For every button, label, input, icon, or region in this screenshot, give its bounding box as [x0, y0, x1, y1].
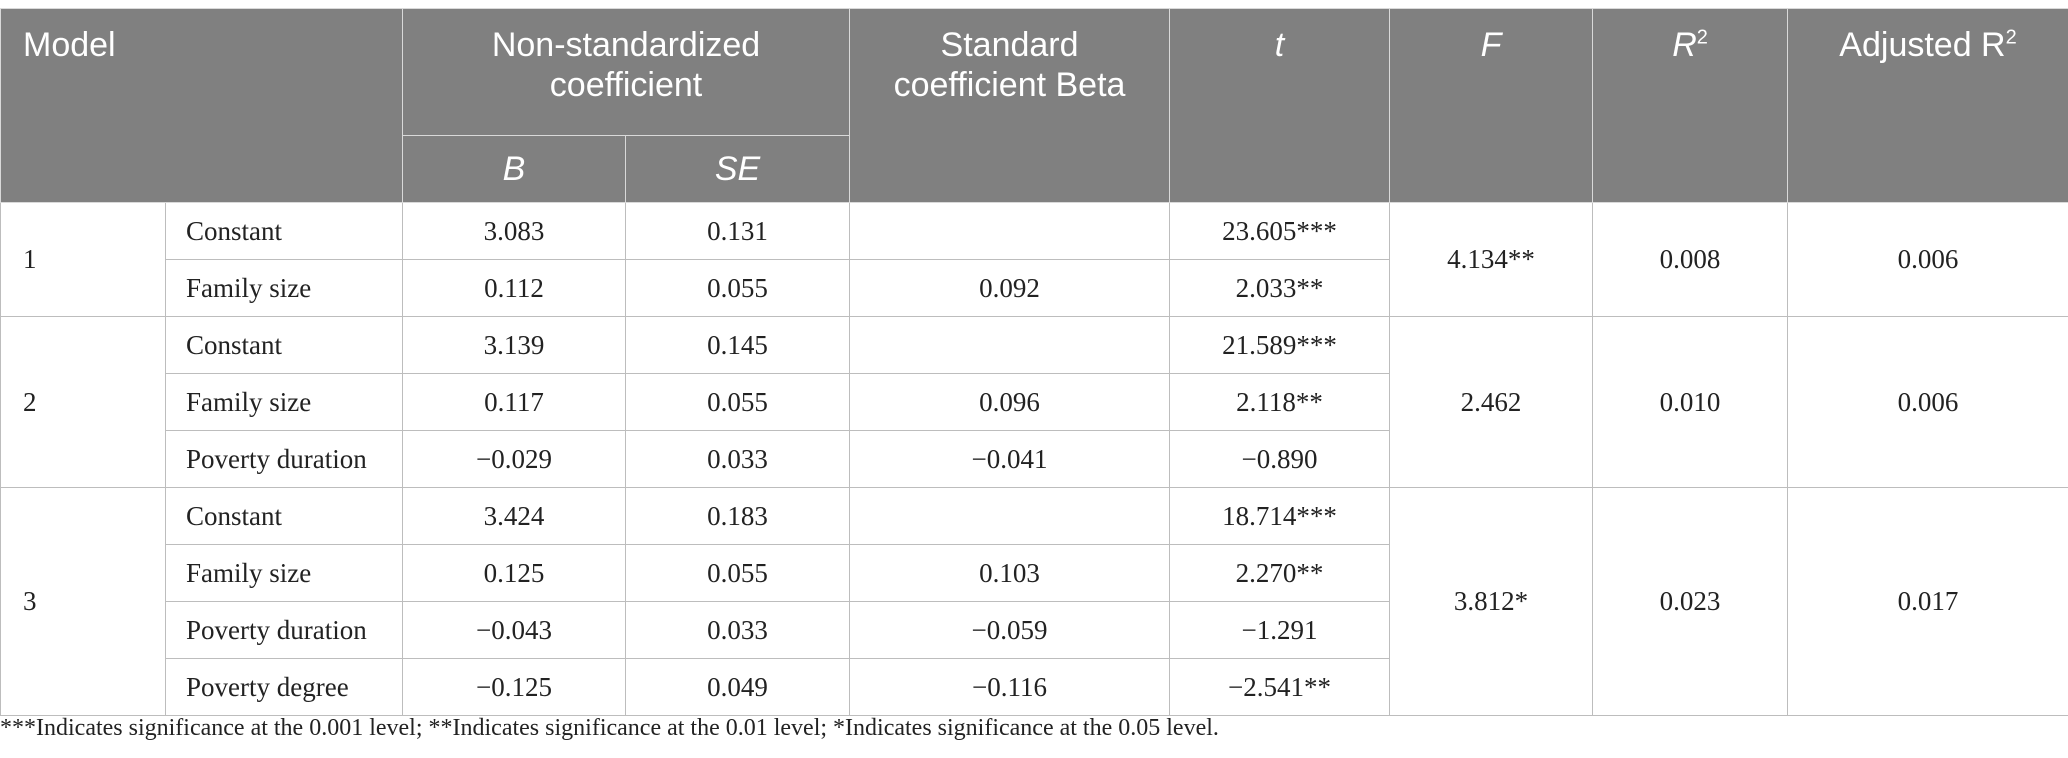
f-value: 2.462 — [1389, 316, 1594, 488]
beta-value — [849, 487, 1171, 545]
b-value: 3.083 — [402, 202, 627, 260]
header-t: t — [1169, 8, 1391, 203]
beta-value: 0.096 — [849, 373, 1171, 431]
se-value: 0.131 — [625, 202, 851, 260]
table-row: Poverty duration −0.043 0.033 −0.059 −1.… — [1, 601, 2068, 659]
table-row: Family size 0.117 0.055 0.096 2.118** — [1, 373, 2068, 431]
beta-value — [849, 316, 1171, 374]
adj-r2-value: 0.017 — [1787, 487, 2068, 716]
variable-name: Constant — [164, 202, 404, 260]
se-value: 0.055 — [625, 544, 851, 602]
variable-name: Family size — [164, 373, 404, 431]
f-value: 4.134** — [1389, 202, 1594, 317]
regression-table: Model Non-standardized coefficient Stand… — [0, 8, 2068, 716]
beta-value: −0.059 — [849, 601, 1171, 659]
variable-name: Constant — [164, 316, 404, 374]
b-value: 3.424 — [402, 487, 627, 545]
t-value: 2.270** — [1169, 544, 1391, 602]
table-row: Family size 0.125 0.055 0.103 2.270** — [1, 544, 2068, 602]
b-value: −0.029 — [402, 430, 627, 488]
variable-name: Family size — [164, 259, 404, 317]
table-footnote: ***Indicates significance at the 0.001 l… — [0, 715, 1219, 741]
se-value: 0.055 — [625, 259, 851, 317]
beta-value: −0.116 — [849, 658, 1171, 716]
adj-r2-value: 0.006 — [1787, 316, 2068, 488]
regression-table-container: Model Non-standardized coefficient Stand… — [0, 8, 2068, 716]
table-row: 1 Constant 3.083 0.131 23.605*** 4.134**… — [0, 202, 2068, 317]
t-value: 2.118** — [1169, 373, 1391, 431]
t-value: 18.714*** — [1169, 487, 1391, 545]
variable-name: Poverty duration — [164, 601, 404, 659]
model-number: 1 — [0, 202, 166, 317]
beta-value — [849, 202, 1171, 260]
r2-value: 0.023 — [1592, 487, 1789, 716]
variable-name: Poverty duration — [164, 430, 404, 488]
t-value: −1.291 — [1169, 601, 1391, 659]
b-value: −0.043 — [402, 601, 627, 659]
table-row: 2 Constant 3.139 0.145 21.589*** 2.462 0… — [0, 316, 2068, 488]
table-row: 3 Constant 3.424 0.183 18.714*** 3.812* … — [0, 487, 2068, 716]
model-number: 3 — [0, 487, 166, 716]
b-value: 0.112 — [402, 259, 627, 317]
variable-name: Family size — [164, 544, 404, 602]
b-value: 0.117 — [402, 373, 627, 431]
se-value: 0.049 — [625, 658, 851, 716]
se-value: 0.145 — [625, 316, 851, 374]
b-value: 3.139 — [402, 316, 627, 374]
variable-name: Poverty degree — [164, 658, 404, 716]
header-non-standardized: Non-standardized coefficient — [402, 8, 851, 136]
header-se: SE — [625, 135, 851, 203]
t-value: 2.033** — [1169, 259, 1391, 317]
header-adjusted-r-squared: Adjusted R2 — [1787, 8, 2068, 203]
table-row: Poverty duration −0.029 0.033 −0.041 −0.… — [1, 430, 2068, 488]
variable-name: Constant — [164, 487, 404, 545]
header-b: B — [402, 135, 627, 203]
se-value: 0.055 — [625, 373, 851, 431]
f-value: 3.812* — [1389, 487, 1594, 716]
header-r-squared: R2 — [1592, 8, 1789, 203]
model-number: 2 — [0, 316, 166, 488]
r2-value: 0.010 — [1592, 316, 1789, 488]
header-standard-beta: Standard coefficient Beta — [849, 8, 1171, 203]
table-row: Poverty degree −0.125 0.049 −0.116 −2.54… — [1, 658, 2068, 716]
t-value: −0.890 — [1169, 430, 1391, 488]
r2-value: 0.008 — [1592, 202, 1789, 317]
b-value: −0.125 — [402, 658, 627, 716]
beta-value: 0.103 — [849, 544, 1171, 602]
se-value: 0.033 — [625, 601, 851, 659]
t-value: 23.605*** — [1169, 202, 1391, 260]
se-value: 0.183 — [625, 487, 851, 545]
adj-r2-value: 0.006 — [1787, 202, 2068, 317]
header-model: Model — [0, 8, 404, 203]
b-value: 0.125 — [402, 544, 627, 602]
header-f: F — [1389, 8, 1594, 203]
beta-value: −0.041 — [849, 430, 1171, 488]
table-body: 1 Constant 3.083 0.131 23.605*** 4.134**… — [0, 202, 2068, 716]
t-value: 21.589*** — [1169, 316, 1391, 374]
beta-value: 0.092 — [849, 259, 1171, 317]
table-header: Model Non-standardized coefficient Stand… — [0, 8, 2068, 203]
t-value: −2.541** — [1169, 658, 1391, 716]
se-value: 0.033 — [625, 430, 851, 488]
